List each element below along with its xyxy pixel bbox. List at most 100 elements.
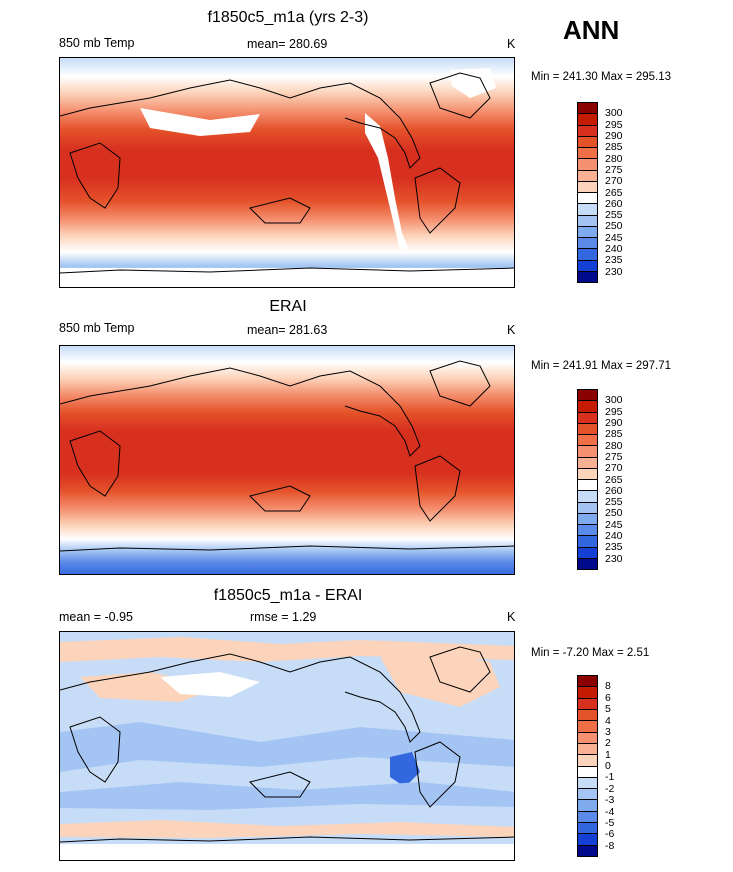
colorbar-tick-label: 275: [605, 450, 623, 463]
colorbar-tick-label: 260: [605, 484, 623, 497]
colorbar-tick-label: -5: [605, 816, 615, 829]
panel1-map-svg: [60, 58, 514, 287]
panel3-minmax: Min = -7.20 Max = 2.51: [531, 647, 650, 659]
panel3-left-label: mean = -0.95: [59, 610, 134, 624]
colorbar-tick-label: 290: [605, 129, 623, 142]
colorbar-swatch: [578, 558, 597, 569]
colorbar-swatch: [578, 193, 597, 205]
colorbar-swatch: [578, 238, 597, 250]
colorbar-tick-label: 4: [605, 714, 611, 727]
colorbar-swatch: [578, 170, 597, 182]
panel3-plateau-white: [160, 672, 260, 697]
colorbar-tick-label: 270: [605, 462, 623, 475]
colorbar-tick-label: 235: [605, 254, 623, 267]
panel3-title: f1850c5_m1a - ERAI: [213, 587, 363, 604]
colorbar-tick-label: 250: [605, 507, 623, 520]
colorbar-swatch: [578, 412, 597, 424]
colorbar-swatch: [578, 181, 597, 193]
colorbar-tick-label: 1: [605, 748, 611, 761]
colorbar-swatch: [578, 777, 597, 790]
colorbar-tick-label: 275: [605, 163, 623, 176]
panel3-colorbar-ticks: 8 6 5 4 3 2 1 0 -1 -2 -3 -4 -5 -6 -8: [605, 675, 645, 857]
colorbar-tick-label: -1: [605, 771, 615, 784]
colorbar-tick-label: 265: [605, 186, 623, 199]
panel1-colorbar: [577, 102, 598, 283]
colorbar-tick-label: 0: [605, 760, 611, 772]
panel3-positive-namerica: [380, 652, 500, 707]
colorbar-swatch: [578, 789, 597, 801]
panel3-map-svg: [60, 632, 514, 860]
colorbar-tick-label: 2: [605, 737, 611, 750]
colorbar-swatch: [578, 513, 597, 525]
panel3-negative-so: [60, 782, 514, 810]
colorbar-swatch: [578, 136, 597, 148]
panel2-map: [59, 345, 515, 575]
colorbar-swatch: [578, 390, 597, 402]
colorbar-swatch: [578, 766, 597, 778]
colorbar-swatch: [578, 204, 597, 216]
panel2-map-svg: [60, 346, 514, 574]
colorbar-swatch: [578, 721, 597, 733]
colorbar-swatch: [578, 215, 597, 227]
colorbar-swatch: [578, 271, 597, 282]
panel1-left-label: 850 mb Temp: [59, 36, 135, 50]
panel3-center-label: rmse = 1.29: [250, 610, 317, 624]
colorbar-swatch: [578, 148, 597, 160]
colorbar-tick-label: 5: [605, 703, 611, 716]
colorbar-tick-label: 295: [605, 118, 623, 131]
colorbar-swatch: [578, 114, 597, 126]
colorbar-tick-label: -3: [605, 794, 615, 807]
panel1-minmax: Min = 241.30 Max = 295.13: [531, 71, 672, 83]
panel3-negative-peru: [390, 752, 420, 787]
colorbar-tick-label: 280: [605, 152, 623, 165]
colorbar-swatch: [578, 159, 597, 171]
panel1-andes-white: [365, 113, 408, 250]
panel1-field: [60, 58, 514, 287]
colorbar-tick-label: 270: [605, 175, 623, 188]
panel3-coastlines: [60, 646, 514, 843]
colorbar-swatch: [578, 401, 597, 413]
colorbar-swatch: [578, 687, 597, 699]
panel1-title: f1850c5_m1a (yrs 2-3): [207, 9, 369, 26]
colorbar-swatch: [578, 811, 597, 824]
colorbar-swatch: [578, 525, 597, 537]
panel2-units: K: [507, 323, 516, 337]
colorbar-tick-label: 8: [605, 680, 611, 693]
colorbar-tick-label: 255: [605, 209, 623, 222]
colorbar-tick-label: 245: [605, 231, 623, 244]
colorbar-swatch: [578, 547, 597, 559]
colorbar-tick-label: 6: [605, 691, 611, 704]
panel2-minmax: Min = 241.91 Max = 297.71: [531, 360, 672, 372]
colorbar-swatch: [578, 676, 597, 688]
colorbar-swatch: [578, 698, 597, 710]
colorbar-tick-label: 230: [605, 552, 623, 565]
panel1-map: [59, 57, 515, 288]
colorbar-tick-label: -8: [605, 839, 615, 852]
panel1-plateau-white: [140, 108, 260, 136]
panel1-units: K: [507, 37, 516, 51]
colorbar-swatch: [578, 226, 597, 238]
panel3-map: [59, 631, 515, 861]
colorbar-swatch: [578, 800, 597, 812]
colorbar-swatch: [578, 249, 597, 261]
panel3-positive-so: [60, 820, 514, 838]
panel2-center-label: mean= 281.63: [247, 323, 328, 337]
colorbar-tick-label: 255: [605, 496, 623, 509]
colorbar-tick-label: 295: [605, 405, 623, 418]
season-label: ANN: [563, 15, 620, 45]
panel1-antarctica: [60, 268, 514, 287]
colorbar-swatch: [578, 491, 597, 503]
colorbar-swatch: [578, 480, 597, 492]
colorbar-tick-label: 3: [605, 725, 611, 738]
colorbar-tick-label: -6: [605, 828, 615, 841]
panel1-colorbar-ticks: 300 295 290 285 280 275 270 265 260 255 250 245 240 2…: [605, 102, 645, 283]
colorbar-swatch: [578, 423, 597, 435]
colorbar-tick-label: 245: [605, 518, 623, 531]
colorbar-swatch: [578, 457, 597, 469]
panel2-field: [60, 346, 514, 574]
colorbar-swatch: [578, 732, 597, 744]
panel1-greenland-white: [450, 68, 496, 98]
panel2-colorbar-ticks: 300 295 290 285 280 275 270 265 260 255 250 245 240 2…: [605, 389, 645, 570]
colorbar-swatch: [578, 125, 597, 137]
colorbar-swatch: [578, 845, 597, 856]
